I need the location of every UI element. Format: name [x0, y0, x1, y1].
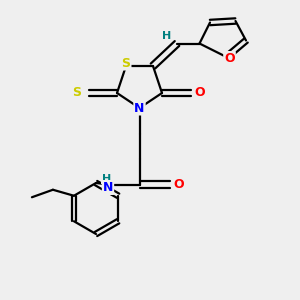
Text: S: S: [73, 86, 82, 100]
Text: S: S: [122, 56, 130, 70]
Text: N: N: [134, 101, 145, 115]
Text: O: O: [195, 86, 206, 100]
Text: O: O: [224, 52, 235, 65]
Text: O: O: [174, 178, 184, 191]
Text: N: N: [103, 181, 113, 194]
Text: H: H: [102, 173, 111, 184]
Text: H: H: [162, 31, 171, 41]
